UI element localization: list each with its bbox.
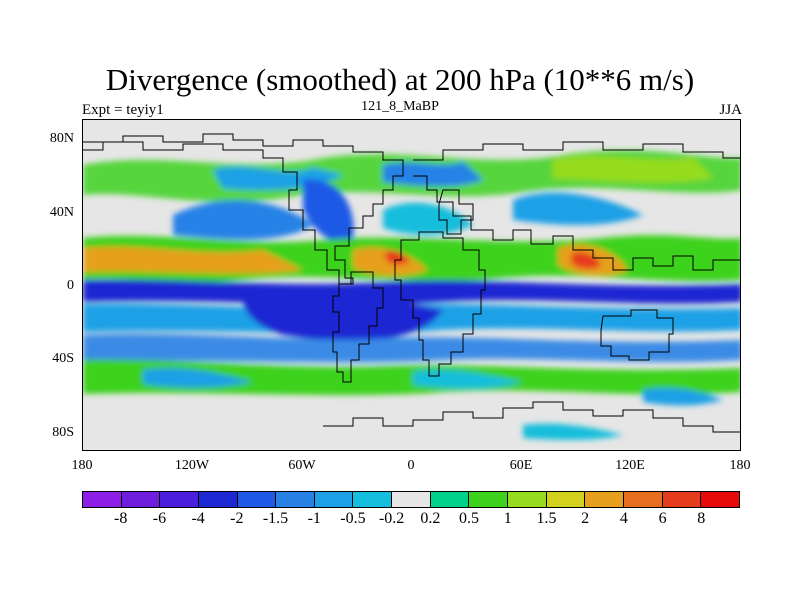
colorbar-label: 8 (697, 510, 706, 527)
coast-greenland (438, 189, 474, 235)
colorbar-segment (198, 492, 238, 507)
coast-australia (600, 309, 674, 361)
field-blob-sh-mid-east (643, 387, 723, 406)
y-tick-80n: 80N (49, 131, 74, 146)
coast-europe-asia-south (413, 175, 740, 271)
colorbar-label: 1.5 (536, 510, 557, 527)
colorbar-segment (430, 492, 470, 507)
coast-south-america (332, 271, 384, 383)
colorbar-label: 4 (619, 510, 628, 527)
colorbar-label: -2 (230, 510, 244, 527)
field-band-sh-mid (83, 359, 740, 396)
colorbar-segment (469, 492, 509, 507)
field-blob-antarctic (523, 423, 623, 440)
experiment-label: Expt = teyiy1 (82, 102, 164, 118)
y-tick-0: 0 (67, 278, 74, 293)
colorbar-segment (701, 492, 739, 507)
field-band-equatorial (83, 279, 740, 305)
colorbar-segment (276, 492, 315, 507)
colorbar-segment (392, 492, 431, 507)
season-label: JJA (719, 102, 742, 118)
colorbar-segment (314, 492, 354, 507)
colorbar (82, 491, 740, 508)
field-band-nh-tropics-warm (83, 246, 303, 274)
field-blob-sh-mid-center (413, 370, 523, 389)
field-blob-nh-mid-west (173, 200, 313, 240)
colorbar-label: 1 (503, 510, 512, 527)
coast-eurasia (413, 141, 740, 161)
coast-antarctica (323, 401, 740, 433)
y-tick-40n: 40N (49, 205, 74, 220)
colorbar-label: 6 (658, 510, 667, 527)
x-tick-180w: 180 (71, 458, 93, 473)
colorbar-label: 0.2 (420, 510, 441, 527)
x-tick-60e: 60E (509, 458, 533, 473)
divergence-map (82, 119, 741, 451)
coast-africa (394, 231, 486, 377)
map-svg (83, 133, 740, 440)
field-blob-nh-mid-center (303, 179, 354, 243)
colorbar-segment (508, 492, 547, 507)
colorbar-label: 2 (581, 510, 590, 527)
field-blob-india-max (571, 251, 601, 269)
colorbar-label: -8 (114, 510, 128, 527)
x-tick-0: 0 (407, 458, 415, 473)
chart-title: Divergence (smoothed) at 200 hPa (10**6 … (105, 62, 695, 97)
x-tick-180e: 180 (729, 458, 751, 473)
run-label: 121_8_MaBP (361, 99, 439, 114)
colorbar-segment (353, 492, 393, 507)
colorbar-label: -0.2 (378, 510, 405, 527)
colorbar-label: -4 (191, 510, 205, 527)
colorbar-segment (623, 492, 663, 507)
divergence-field (83, 150, 740, 440)
field-blob-nh-mid-atlantic (383, 202, 473, 235)
x-tick-120e: 120E (615, 458, 645, 473)
field-blob-nh-high-asia (553, 156, 713, 183)
colorbar-segment (662, 492, 702, 507)
colorbar-label: -1 (307, 510, 321, 527)
field-band-sh-subtropics-south (83, 333, 740, 363)
field-blob-africa-max (385, 250, 409, 265)
colorbar-label: -6 (152, 510, 167, 527)
field-blob-sh-mid-west (143, 368, 253, 388)
x-tick-120w: 120W (174, 458, 210, 473)
colorbar-segment (546, 492, 586, 507)
y-tick-40s: 40S (52, 351, 74, 366)
y-tick-80s: 80S (52, 425, 74, 440)
field-band-sh-subtropics (243, 294, 443, 342)
colorbar-label: 0.5 (459, 510, 480, 527)
colorbar-segment (121, 492, 161, 507)
colorbar-label: -1.5 (262, 510, 289, 527)
colorbar-segment (585, 492, 624, 507)
coast-north-america (83, 133, 404, 285)
field-blob-nh-mid-asia (513, 192, 643, 225)
colorbar-label: -0.5 (340, 510, 366, 527)
colorbar-segment (160, 492, 199, 507)
field-blob-nh-high-east (383, 162, 483, 186)
x-tick-60w: 60W (288, 458, 316, 473)
colorbar-segment (83, 492, 122, 507)
colorbar-segment (237, 492, 277, 507)
coastlines (83, 133, 740, 433)
